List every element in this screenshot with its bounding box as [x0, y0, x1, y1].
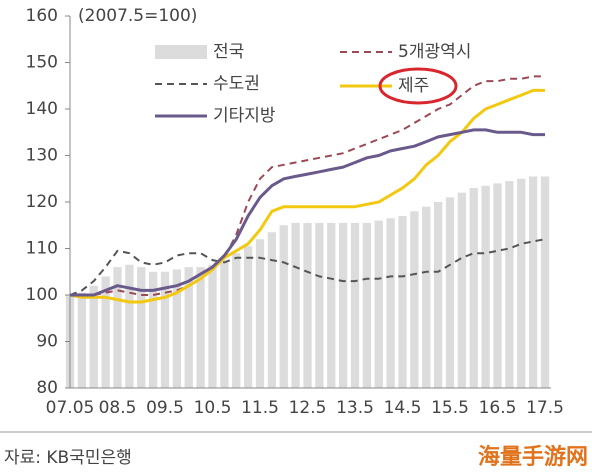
bar	[374, 220, 383, 388]
x-tick-label: 07.05	[46, 398, 95, 418]
bar	[445, 197, 455, 388]
x-tick-label: 09.5	[146, 398, 184, 418]
source: 자료: KB국민은행	[4, 448, 132, 468]
y-tick-label: 80	[36, 378, 58, 398]
legend-label: 수도권	[213, 74, 260, 94]
y-tick-label: 140	[26, 99, 58, 119]
bar	[410, 211, 419, 388]
bar	[89, 285, 98, 388]
bar	[517, 178, 526, 388]
bar	[243, 246, 253, 388]
bar	[528, 176, 538, 388]
watermark: 海量手游网	[478, 444, 588, 470]
bar	[469, 188, 478, 388]
bar	[279, 225, 288, 388]
y-tick-label: 130	[26, 146, 58, 166]
bar	[315, 222, 324, 388]
bar	[338, 222, 348, 388]
bar	[125, 264, 134, 388]
bar	[327, 222, 336, 388]
bar	[208, 264, 217, 388]
y-tick-label: 160	[26, 6, 58, 26]
x-tick-label: 12.5	[289, 398, 327, 418]
bar	[398, 215, 407, 388]
bar	[148, 271, 158, 388]
bar	[303, 222, 312, 388]
legend-label: 전국	[213, 42, 244, 62]
bar	[422, 206, 431, 388]
x-tick-label: 17.5	[526, 398, 564, 418]
bar	[457, 192, 467, 388]
bar	[433, 202, 443, 388]
bar	[350, 222, 360, 388]
bar	[362, 222, 372, 388]
chart-subtitle: (2007.5=100)	[78, 6, 197, 26]
legend-swatch	[155, 45, 207, 59]
x-tick-label: 14.5	[384, 398, 422, 418]
bar	[505, 181, 514, 388]
bar	[232, 253, 241, 388]
y-tick-label: 120	[26, 192, 58, 212]
y-tick-label: 90	[36, 332, 58, 352]
legend-label: 5개광역시	[398, 42, 471, 62]
bar	[160, 271, 170, 388]
x-tick-label: 10.5	[194, 398, 232, 418]
y-tick-label: 110	[26, 239, 58, 259]
x-tick-label: 08.5	[99, 398, 137, 418]
bar	[113, 267, 122, 388]
legend-label: 제주	[398, 76, 429, 96]
bar	[77, 292, 87, 388]
series-line	[69, 88, 545, 304]
bar	[291, 222, 300, 388]
bar	[481, 185, 490, 388]
bar	[196, 267, 205, 388]
x-tick-label: 16.5	[479, 398, 517, 418]
x-tick-label: 15.5	[431, 398, 469, 418]
series-line	[70, 75, 545, 296]
x-tick-label: 11.5	[241, 398, 279, 418]
bar	[540, 176, 550, 388]
bar	[267, 232, 277, 388]
bar	[255, 239, 265, 388]
bar	[493, 183, 502, 388]
y-tick-label: 100	[26, 285, 58, 305]
bar	[172, 269, 182, 388]
bar	[101, 276, 110, 388]
bar	[220, 260, 229, 388]
bar	[137, 267, 146, 388]
bar	[184, 267, 193, 388]
series-line	[69, 238, 546, 296]
bar	[386, 218, 395, 388]
series-line	[70, 128, 545, 297]
highlight-circle	[378, 67, 458, 105]
y-tick-label: 150	[26, 53, 58, 73]
legend-label: 기타지방	[213, 106, 276, 126]
x-tick-label: 13.5	[336, 398, 374, 418]
